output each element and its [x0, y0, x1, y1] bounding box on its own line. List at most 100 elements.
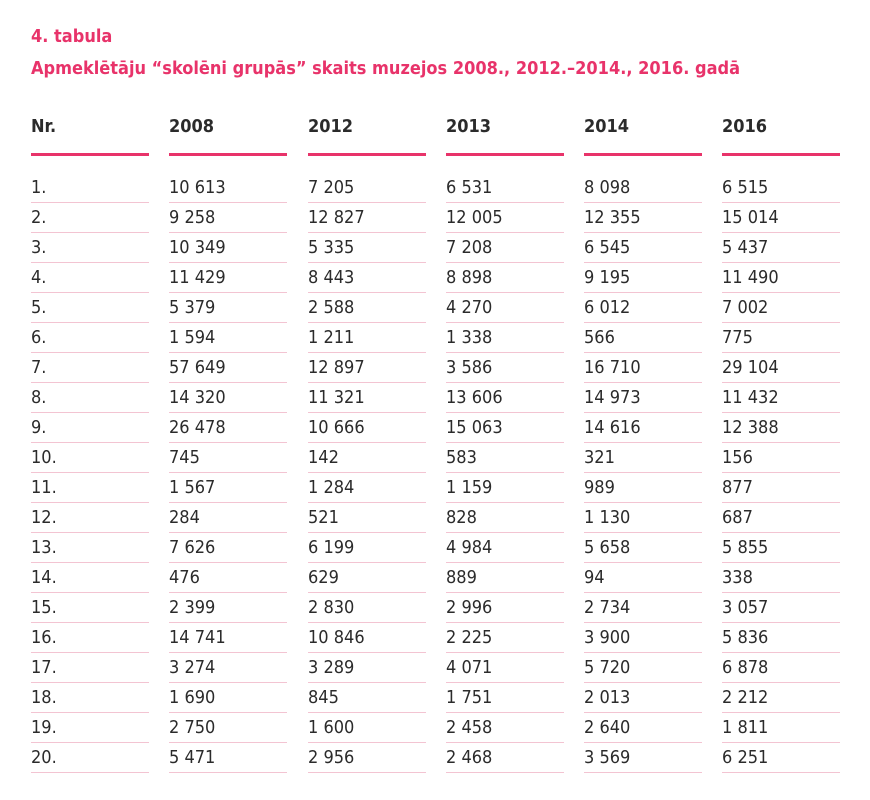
header-underline [446, 153, 564, 156]
table-cell: 877 [722, 473, 840, 503]
table-cell: 7 205 [308, 173, 426, 203]
table-cell: 1 751 [446, 683, 564, 713]
table-cell: 1 211 [308, 323, 426, 353]
table-cell: 476 [169, 563, 287, 593]
table-cell: 15 063 [446, 413, 564, 443]
table-cell: 2 588 [308, 293, 426, 323]
table-cell: 11 321 [308, 383, 426, 413]
table-cell: 5 335 [308, 233, 426, 263]
table-cell: 745 [169, 443, 287, 473]
table-cell: 6 012 [584, 293, 702, 323]
table-cell: 12 005 [446, 203, 564, 233]
table-cell: 29 104 [722, 353, 840, 383]
table-cell: 4 984 [446, 533, 564, 563]
table-cell: 9 258 [169, 203, 287, 233]
row-number-cell: 7. [31, 353, 149, 383]
table-cell: 2 750 [169, 713, 287, 743]
table-cell: 11 490 [722, 263, 840, 293]
table-cell: 2 830 [308, 593, 426, 623]
table-cell: 8 098 [584, 173, 702, 203]
table-cell: 1 284 [308, 473, 426, 503]
table-cell: 1 338 [446, 323, 564, 353]
table-cell: 11 429 [169, 263, 287, 293]
row-number-cell: 19. [31, 713, 149, 743]
table-cell: 2 212 [722, 683, 840, 713]
table-cell: 6 251 [722, 743, 840, 773]
table-cell: 5 836 [722, 623, 840, 653]
table-cell: 57 649 [169, 353, 287, 383]
row-number-cell: 13. [31, 533, 149, 563]
row-number-cell: 5. [31, 293, 149, 323]
table-cell: 5 720 [584, 653, 702, 683]
table-cell: 2 956 [308, 743, 426, 773]
table-cell: 1 690 [169, 683, 287, 713]
table-cell: 26 478 [169, 413, 287, 443]
table-cell: 13 606 [446, 383, 564, 413]
header-underline [722, 153, 840, 156]
table-cell: 14 973 [584, 383, 702, 413]
header-underline [584, 153, 702, 156]
table-cell: 5 471 [169, 743, 287, 773]
table-cell: 16 710 [584, 353, 702, 383]
table-cell: 12 388 [722, 413, 840, 443]
table-cell: 3 586 [446, 353, 564, 383]
table-cell: 14 320 [169, 383, 287, 413]
table-cell: 5 855 [722, 533, 840, 563]
table-cell: 10 846 [308, 623, 426, 653]
row-number-cell: 20. [31, 743, 149, 773]
header-underline [308, 153, 426, 156]
row-number-cell: 16. [31, 623, 149, 653]
table-cell: 1 159 [446, 473, 564, 503]
row-number-cell: 12. [31, 503, 149, 533]
table-title: Apmeklētāju “skolēni grupās” skaits muze… [31, 58, 741, 79]
table-cell: 3 289 [308, 653, 426, 683]
table-cell: 7 208 [446, 233, 564, 263]
table-cell: 3 569 [584, 743, 702, 773]
table-cell: 15 014 [722, 203, 840, 233]
row-number-cell: 9. [31, 413, 149, 443]
table-cell: 8 898 [446, 263, 564, 293]
table-cell: 2 468 [446, 743, 564, 773]
column-header: 2012 [308, 116, 354, 137]
row-number-cell: 6. [31, 323, 149, 353]
table-cell: 828 [446, 503, 564, 533]
table-cell: 521 [308, 503, 426, 533]
table-cell: 1 811 [722, 713, 840, 743]
table-cell: 6 531 [446, 173, 564, 203]
table-cell: 2 399 [169, 593, 287, 623]
table-cell: 6 545 [584, 233, 702, 263]
row-number-cell: 10. [31, 443, 149, 473]
table-cell: 845 [308, 683, 426, 713]
table-cell: 5 437 [722, 233, 840, 263]
row-number-cell: 11. [31, 473, 149, 503]
table-cell: 6 515 [722, 173, 840, 203]
table-cell: 9 195 [584, 263, 702, 293]
table-cell: 6 878 [722, 653, 840, 683]
table-cell: 1 600 [308, 713, 426, 743]
table-cell: 94 [584, 563, 702, 593]
table-cell: 156 [722, 443, 840, 473]
table-cell: 566 [584, 323, 702, 353]
header-underline [169, 153, 287, 156]
table-number: 4. tabula [31, 26, 113, 47]
header-underline [31, 153, 149, 156]
table-cell: 6 199 [308, 533, 426, 563]
row-number-cell: 3. [31, 233, 149, 263]
table-cell: 321 [584, 443, 702, 473]
table-cell: 5 658 [584, 533, 702, 563]
table-cell: 3 274 [169, 653, 287, 683]
table-cell: 5 379 [169, 293, 287, 323]
row-number-cell: 17. [31, 653, 149, 683]
table-cell: 142 [308, 443, 426, 473]
table-cell: 2 734 [584, 593, 702, 623]
table-cell: 7 002 [722, 293, 840, 323]
table-cell: 989 [584, 473, 702, 503]
table-cell: 775 [722, 323, 840, 353]
table-cell: 1 594 [169, 323, 287, 353]
table-cell: 14 741 [169, 623, 287, 653]
column-header: Nr. [31, 116, 57, 137]
table-cell: 10 349 [169, 233, 287, 263]
table-cell: 12 355 [584, 203, 702, 233]
column-header: 2013 [446, 116, 492, 137]
table-cell: 11 432 [722, 383, 840, 413]
